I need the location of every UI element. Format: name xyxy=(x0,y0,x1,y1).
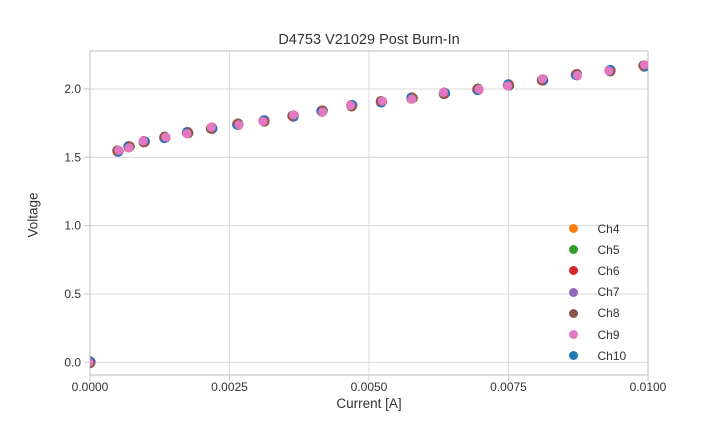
legend-marker-icon xyxy=(568,308,578,318)
x-tick-label: 0.0050 xyxy=(351,380,388,394)
legend-marker-icon xyxy=(568,245,578,255)
x-axis-label: Current [A] xyxy=(336,396,402,411)
x-tick-label: 0.0000 xyxy=(72,380,109,394)
legend-item-ch4: Ch4 xyxy=(564,218,648,239)
data-point-ch9 xyxy=(572,70,583,80)
legend-item-ch10: Ch10 xyxy=(564,345,648,366)
data-point-ch9 xyxy=(604,66,614,76)
y-tick-label: 0.5 xyxy=(64,287,81,301)
data-point-ch9 xyxy=(124,143,134,153)
legend-label: Ch6 xyxy=(597,263,620,278)
data-point-ch9 xyxy=(345,100,356,110)
x-tick-label: 0.0100 xyxy=(630,380,667,394)
x-tick-label: 0.0025 xyxy=(211,380,248,394)
data-point-ch9 xyxy=(503,81,513,91)
data-point-ch9 xyxy=(206,122,216,132)
data-point-ch9 xyxy=(407,94,417,104)
legend-label: Ch5 xyxy=(597,242,620,257)
y-tick-label: 1.0 xyxy=(64,219,81,233)
legend: Ch4 Ch5 Ch6 Ch7 Ch8 Ch9 Ch10 xyxy=(564,218,648,366)
data-point-ch9 xyxy=(114,145,124,155)
data-point-ch9 xyxy=(90,357,94,367)
data-point-ch9 xyxy=(640,60,648,70)
data-point-ch9 xyxy=(537,74,548,84)
data-point-ch9 xyxy=(234,120,244,130)
data-point-ch9 xyxy=(377,96,387,106)
chart-title: D4753 V21029 Post Burn-In xyxy=(278,32,460,48)
legend-marker-icon xyxy=(568,351,578,361)
y-tick-label: 1.5 xyxy=(64,150,81,164)
legend-item-ch7: Ch7 xyxy=(564,282,648,303)
legend-item-ch8: Ch8 xyxy=(564,303,648,324)
data-point-ch9 xyxy=(161,132,171,142)
legend-label: Ch4 xyxy=(597,221,620,236)
y-tick-label: 2.0 xyxy=(64,82,81,96)
legend-marker-icon xyxy=(568,224,578,234)
legend-marker-icon xyxy=(568,330,578,340)
data-point-ch9 xyxy=(474,84,484,94)
legend-label: Ch9 xyxy=(597,327,620,342)
data-point-ch9 xyxy=(438,87,449,98)
x-tick-label: 0.0075 xyxy=(490,380,527,394)
y-tick-label: 0.0 xyxy=(64,355,81,369)
data-point-ch9 xyxy=(258,116,268,127)
legend-item-ch9: Ch9 xyxy=(564,324,648,345)
legend-item-ch5: Ch5 xyxy=(564,239,648,260)
legend-label: Ch7 xyxy=(597,285,620,300)
legend-item-ch6: Ch6 xyxy=(564,260,648,281)
legend-label: Ch8 xyxy=(597,306,620,321)
legend-marker-icon xyxy=(568,266,578,276)
data-points-group xyxy=(90,60,648,369)
legend-marker-icon xyxy=(568,287,578,297)
data-point-ch9 xyxy=(138,136,148,146)
data-point-ch9 xyxy=(182,129,192,139)
data-point-ch9 xyxy=(288,110,299,120)
data-point-ch9 xyxy=(318,107,328,117)
legend-label: Ch10 xyxy=(597,348,627,363)
